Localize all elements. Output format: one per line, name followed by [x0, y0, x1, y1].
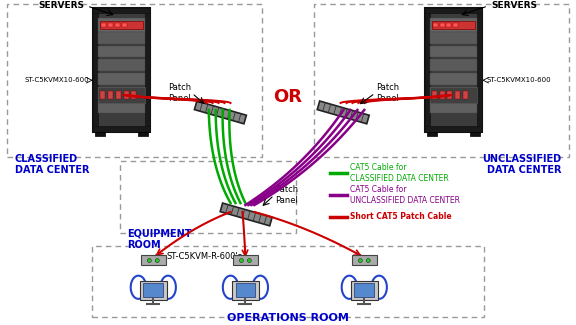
Bar	[98, 59, 145, 71]
Bar	[463, 91, 468, 99]
Bar	[430, 101, 477, 113]
Text: OR: OR	[274, 88, 302, 106]
Bar	[456, 91, 460, 99]
Bar	[93, 8, 150, 132]
Bar	[92, 246, 484, 317]
Text: CLASSIFIED
DATA CENTER: CLASSIFIED DATA CENTER	[14, 153, 89, 175]
Bar	[425, 8, 430, 132]
Bar	[100, 91, 105, 99]
Bar	[236, 283, 255, 297]
Bar	[430, 87, 477, 99]
Text: ST-C5KVM-R-600's: ST-C5KVM-R-600's	[166, 252, 242, 261]
Text: Short CAT5 Patch Cable: Short CAT5 Patch Cable	[350, 213, 452, 221]
Bar	[93, 126, 150, 132]
Bar	[430, 46, 477, 58]
Bar	[101, 23, 106, 27]
Bar	[425, 8, 482, 13]
FancyBboxPatch shape	[233, 255, 258, 265]
Text: SERVERS: SERVERS	[38, 1, 84, 10]
Bar	[124, 91, 128, 99]
Text: Patch
Panel: Patch Panel	[376, 84, 399, 103]
Text: UNCLASSIFIED
DATA CENTER: UNCLASSIFIED DATA CENTER	[482, 153, 562, 175]
Text: CAT5 Cable for
UNCLASSIFIED DATA CENTER: CAT5 Cable for UNCLASSIFIED DATA CENTER	[350, 185, 460, 205]
Bar	[98, 101, 145, 113]
Bar	[425, 126, 482, 132]
Text: Patch
Panel: Patch Panel	[275, 186, 298, 205]
Text: ST-C5KVMX10-600: ST-C5KVMX10-600	[486, 77, 551, 83]
Bar	[98, 18, 145, 32]
Bar	[354, 283, 374, 297]
Bar	[430, 87, 477, 103]
Circle shape	[358, 258, 362, 263]
Bar	[448, 91, 452, 99]
FancyBboxPatch shape	[232, 281, 259, 300]
Bar	[145, 8, 150, 132]
Bar	[430, 18, 477, 32]
Bar	[427, 132, 437, 136]
FancyBboxPatch shape	[141, 255, 166, 265]
Bar	[138, 132, 149, 136]
FancyBboxPatch shape	[140, 281, 166, 300]
Bar	[122, 23, 127, 27]
Text: OPERATIONS ROOM: OPERATIONS ROOM	[227, 313, 349, 323]
Bar	[95, 132, 105, 136]
Bar	[453, 23, 458, 27]
Bar	[470, 132, 480, 136]
Circle shape	[247, 258, 251, 263]
Circle shape	[156, 258, 159, 263]
Bar	[98, 73, 145, 85]
Bar	[430, 59, 477, 71]
Circle shape	[147, 258, 151, 263]
Bar	[430, 32, 477, 44]
Polygon shape	[195, 101, 247, 124]
Text: EQUIPMENT
ROOM: EQUIPMENT ROOM	[127, 229, 192, 251]
FancyBboxPatch shape	[351, 281, 378, 300]
Circle shape	[240, 258, 244, 263]
Bar	[115, 23, 120, 27]
Bar	[131, 91, 137, 99]
Polygon shape	[220, 203, 272, 226]
Text: ST-C5KVMX10-600: ST-C5KVMX10-600	[24, 77, 89, 83]
Bar	[108, 23, 113, 27]
Bar	[431, 21, 475, 29]
Bar	[7, 4, 262, 158]
Bar	[98, 87, 145, 103]
Bar	[120, 162, 296, 233]
Circle shape	[366, 258, 370, 263]
Bar	[93, 8, 98, 132]
Bar	[314, 4, 569, 158]
Bar	[439, 23, 445, 27]
Polygon shape	[317, 101, 369, 124]
Bar	[477, 8, 482, 132]
Bar	[100, 21, 143, 29]
FancyBboxPatch shape	[352, 255, 377, 265]
Text: SERVERS: SERVERS	[491, 1, 537, 10]
Bar	[108, 91, 113, 99]
Bar	[143, 283, 163, 297]
Bar	[98, 46, 145, 58]
Bar	[98, 87, 145, 99]
Text: Patch
Panel: Patch Panel	[168, 84, 191, 103]
Bar	[425, 8, 482, 132]
Bar	[116, 91, 120, 99]
Bar	[446, 23, 452, 27]
Bar	[433, 23, 438, 27]
Bar	[439, 91, 445, 99]
Bar	[430, 73, 477, 85]
Bar	[431, 91, 437, 99]
Bar	[98, 32, 145, 44]
Bar	[93, 8, 150, 13]
Text: CAT5 Cable for
CLASSIFIED DATA CENTER: CAT5 Cable for CLASSIFIED DATA CENTER	[350, 163, 449, 183]
